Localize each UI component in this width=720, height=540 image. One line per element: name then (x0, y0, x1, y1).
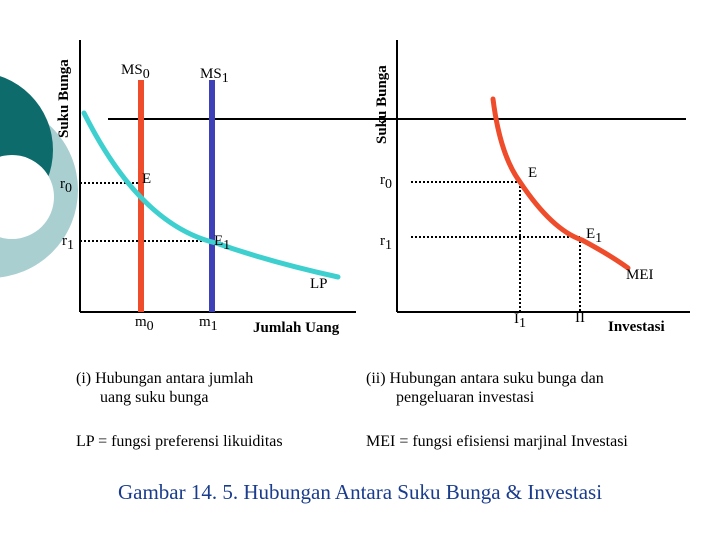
right-caption-line1: (ii) Hubungan antara suku bunga dan (366, 370, 604, 387)
mei-definition: MEI = fungsi efisiensi marjinal Investas… (366, 433, 628, 450)
left-caption-line2: uang suku bunga (100, 389, 209, 406)
right-x-axis-label: Investasi (608, 319, 665, 335)
right-r0-label: r0 (380, 172, 392, 192)
left-r0-label: r0 (60, 176, 72, 196)
right-e-label: E (528, 165, 538, 181)
lp-curve (81, 110, 341, 280)
i1-label: I1 (514, 311, 526, 331)
lp-definition: LP = fungsi preferensi likuiditas (76, 433, 283, 450)
right-caption: (ii) Hubungan antara suku bunga dan peng… (366, 369, 604, 407)
ms1-label: MS1 (200, 66, 229, 86)
left-y-axis-label: Suku Bunga (56, 59, 72, 138)
right-caption-line2: pengeluaran investasi (396, 389, 535, 406)
right-e1-label: E1 (586, 226, 603, 246)
left-r1-label: r1 (62, 233, 74, 253)
m1-label: m1 (199, 314, 218, 334)
mei-curve (490, 96, 631, 271)
right-r1-label: r1 (380, 233, 392, 253)
left-caption-line1: (i) Hubungan antara jumlah (76, 370, 254, 387)
left-e1-label: E1 (214, 233, 231, 253)
right-y-axis-label: Suku Bunga (374, 65, 390, 144)
ms0-label: MS0 (121, 62, 150, 82)
figure-title: Gambar 14. 5. Hubungan Antara Suku Bunga… (117, 480, 603, 504)
i-label: II (575, 310, 585, 326)
left-e-label: E (142, 171, 152, 187)
m0-label: m0 (135, 314, 154, 334)
left-caption: (i) Hubungan antara jumlah uang suku bun… (76, 369, 253, 407)
decor-circle-white (0, 155, 54, 239)
lp-label: LP (310, 276, 328, 292)
mei-label: MEI (626, 267, 654, 283)
left-x-axis-label: Jumlah Uang (253, 320, 340, 336)
